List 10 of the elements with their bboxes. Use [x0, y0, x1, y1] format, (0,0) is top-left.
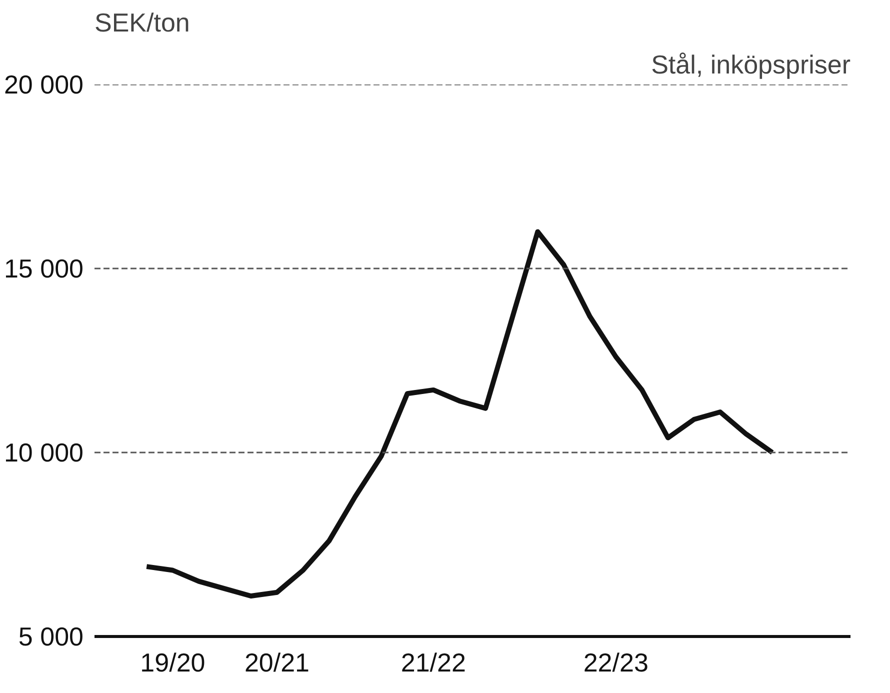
chart-title: Stål, inköpspriser [651, 50, 851, 80]
x-tick-label: 22/23 [583, 648, 648, 678]
y-axis-title: SEK/ton [94, 8, 190, 38]
y-tick-label: 20 000 [4, 70, 84, 100]
y-tick-label: 15 000 [4, 254, 84, 284]
y-tick-label: 10 000 [4, 438, 84, 468]
x-tick-label: 19/20 [140, 648, 206, 678]
y-tick-label: 5 000 [18, 622, 84, 652]
x-tick-label: 21/22 [400, 648, 466, 678]
x-tick-label: 20/21 [244, 648, 310, 678]
